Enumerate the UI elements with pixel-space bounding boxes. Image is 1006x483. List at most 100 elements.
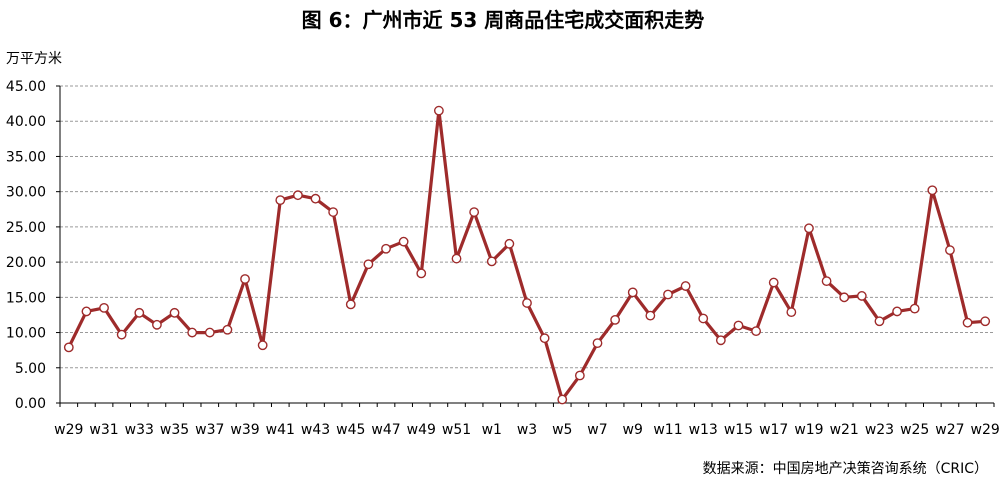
x-tick-label: w21 — [830, 422, 859, 438]
y-tick-label: 15.00 — [6, 290, 46, 306]
y-tick-label: 45.00 — [6, 79, 46, 95]
x-tick-label: w11 — [653, 422, 682, 438]
data-point — [275, 195, 286, 206]
data-point — [698, 313, 709, 324]
x-tick-label: w3 — [517, 422, 537, 438]
data-point — [610, 314, 621, 325]
data-point — [328, 207, 339, 217]
series-line-path — [67, 109, 987, 402]
y-tick-label: 5.00 — [15, 361, 46, 377]
x-tick-label: w47 — [371, 422, 400, 438]
data-point — [645, 310, 656, 321]
x-tick-label: w33 — [125, 422, 154, 438]
x-tick-label: w15 — [724, 422, 753, 438]
gridlines — [60, 85, 994, 369]
data-point — [240, 274, 250, 284]
x-tick-label: w7 — [587, 422, 607, 438]
data-point — [856, 291, 867, 301]
data-point — [574, 370, 585, 381]
x-tick-label: w41 — [266, 422, 295, 438]
x-tick-label: w51 — [442, 422, 471, 438]
data-point — [134, 307, 145, 318]
data-point — [592, 338, 603, 349]
data-point — [345, 299, 356, 310]
data-point — [980, 316, 991, 327]
data-point — [786, 307, 797, 318]
data-point — [945, 245, 955, 256]
x-tick-label: w1 — [482, 422, 502, 438]
data-source-note: 数据来源：中国房地产决策咨询系统（CRIC） — [702, 461, 988, 477]
data-point — [451, 253, 462, 264]
data-point — [839, 292, 850, 303]
series-markers — [63, 105, 991, 405]
data-point — [152, 319, 162, 330]
data-point — [504, 238, 515, 249]
x-tick-label: w27 — [935, 422, 964, 438]
data-point — [222, 324, 233, 335]
x-axis-ticks: w29 w31 w33 w35 w37 w39 w41 w43 w45 w47 w49 w51 w1 w3… — [54, 403, 1000, 438]
data-point — [751, 326, 761, 337]
y-tick-label: 25.00 — [6, 220, 46, 236]
data-point — [416, 268, 427, 279]
data-point — [927, 185, 938, 196]
x-tick-label: w13 — [689, 422, 718, 438]
data-point — [469, 207, 480, 217]
y-tick-label: 30.00 — [6, 185, 46, 201]
x-tick-label: w25 — [900, 422, 929, 438]
data-point — [909, 303, 920, 314]
data-point — [310, 193, 321, 204]
x-tick-label: w37 — [195, 422, 224, 438]
data-point — [99, 302, 109, 313]
data-point — [715, 335, 726, 346]
data-point — [627, 287, 638, 298]
x-tick-label: w19 — [794, 422, 823, 438]
data-point — [768, 277, 779, 288]
x-tick-label: w43 — [301, 422, 330, 438]
x-tick-label: w35 — [160, 422, 189, 438]
data-point — [169, 307, 180, 318]
y-axis-ticks: 0.00 5.00 10.00 15.00 20.00 25.00 30.00 35.00 40… — [6, 79, 60, 412]
series-line — [67, 109, 987, 402]
x-tick-label: w23 — [865, 422, 894, 438]
data-point — [663, 289, 673, 300]
data-point — [680, 281, 691, 291]
x-tick-label: w29 — [54, 422, 83, 438]
data-point — [892, 306, 902, 317]
y-tick-label: 0.00 — [15, 396, 46, 412]
y-tick-label: 10.00 — [6, 326, 46, 342]
data-point — [293, 190, 303, 201]
data-point — [804, 223, 814, 234]
data-point — [257, 340, 268, 351]
data-point — [63, 342, 74, 353]
data-point — [821, 276, 832, 287]
data-point — [874, 316, 885, 327]
data-point — [204, 327, 215, 338]
x-tick-label: w39 — [230, 422, 259, 438]
y-tick-label: 40.00 — [6, 114, 46, 130]
x-tick-label: w5 — [552, 422, 572, 438]
x-tick-label: w9 — [623, 422, 643, 438]
data-point — [433, 105, 444, 116]
data-point — [557, 394, 568, 405]
chart-title: 图 6：广州市近 53 周商品住宅成交面积走势 — [301, 8, 705, 32]
data-point — [81, 306, 92, 317]
data-point — [522, 298, 532, 308]
x-tick-label: w49 — [407, 422, 436, 438]
data-point — [187, 327, 198, 338]
data-point — [962, 317, 973, 328]
x-axis — [59, 86, 994, 404]
x-tick-label: w17 — [759, 422, 788, 438]
x-tick-label: w31 — [89, 422, 118, 438]
data-point — [363, 259, 374, 270]
x-tick-label: w29 — [971, 422, 1000, 438]
y-axis-unit-label: 万平方米 — [6, 51, 62, 67]
y-tick-label: 20.00 — [6, 255, 46, 271]
x-tick-label: w45 — [336, 422, 365, 438]
data-point — [116, 329, 127, 340]
data-point — [733, 320, 744, 331]
y-tick-label: 35.00 — [6, 149, 46, 165]
data-point — [486, 256, 497, 267]
data-point — [539, 333, 550, 344]
data-point — [381, 243, 391, 254]
